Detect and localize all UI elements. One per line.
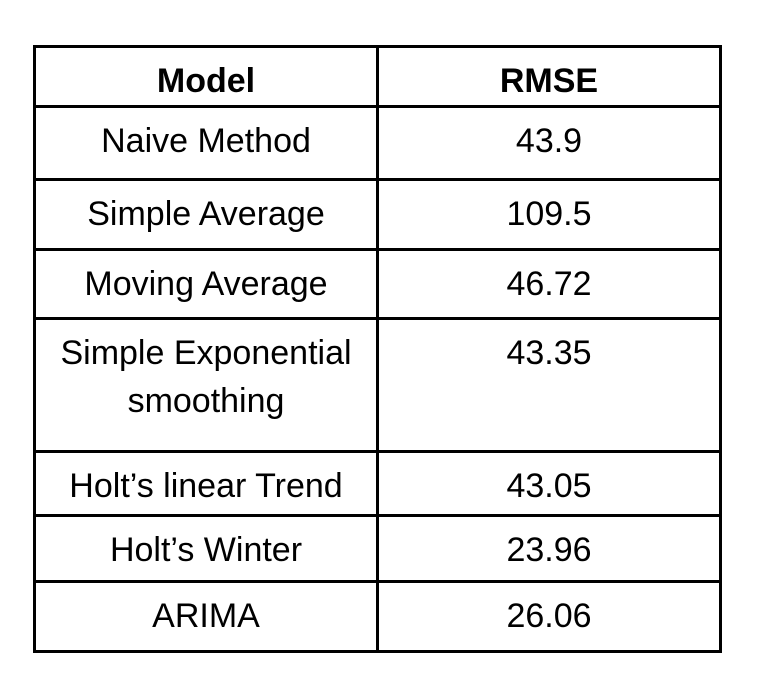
model-cell: Simple Exponential smoothing [33, 317, 379, 453]
model-cell: Simple Average [33, 178, 379, 251]
rmse-cell: 23.96 [376, 514, 722, 583]
table-row: ARIMA 26.06 [33, 580, 722, 653]
rmse-cell: 43.05 [376, 450, 722, 517]
model-cell: Holt’s Winter [33, 514, 379, 583]
rmse-cell: 109.5 [376, 178, 722, 251]
table-row: Holt’s Winter 23.96 [33, 514, 722, 583]
table-row: Moving Average 46.72 [33, 248, 722, 320]
rmse-cell: 43.35 [376, 317, 722, 453]
column-header-rmse: RMSE [376, 45, 722, 108]
table-row: Simple Exponential smoothing 43.35 [33, 317, 722, 453]
model-cell: Moving Average [33, 248, 379, 320]
table-row: Holt’s linear Trend 43.05 [33, 450, 722, 517]
table-row: Naive Method 43.9 [33, 105, 722, 181]
table-row: Simple Average 109.5 [33, 178, 722, 251]
rmse-cell: 46.72 [376, 248, 722, 320]
column-header-model: Model [33, 45, 379, 108]
model-cell: Naive Method [33, 105, 379, 181]
rmse-cell: 43.9 [376, 105, 722, 181]
model-cell: ARIMA [33, 580, 379, 653]
header-row: Model RMSE [33, 45, 722, 108]
rmse-cell: 26.06 [376, 580, 722, 653]
model-cell: Holt’s linear Trend [33, 450, 379, 517]
results-table: Model RMSE Naive Method 43.9 Simple Aver… [33, 45, 722, 653]
